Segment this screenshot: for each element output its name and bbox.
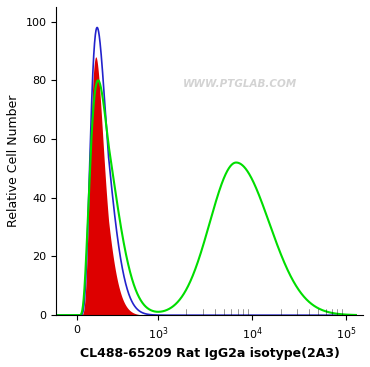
Text: WWW.PTGLAB.COM: WWW.PTGLAB.COM — [183, 79, 297, 89]
X-axis label: CL488-65209 Rat IgG2a isotype(2A3): CL488-65209 Rat IgG2a isotype(2A3) — [80, 347, 340, 360]
Y-axis label: Relative Cell Number: Relative Cell Number — [7, 95, 20, 227]
